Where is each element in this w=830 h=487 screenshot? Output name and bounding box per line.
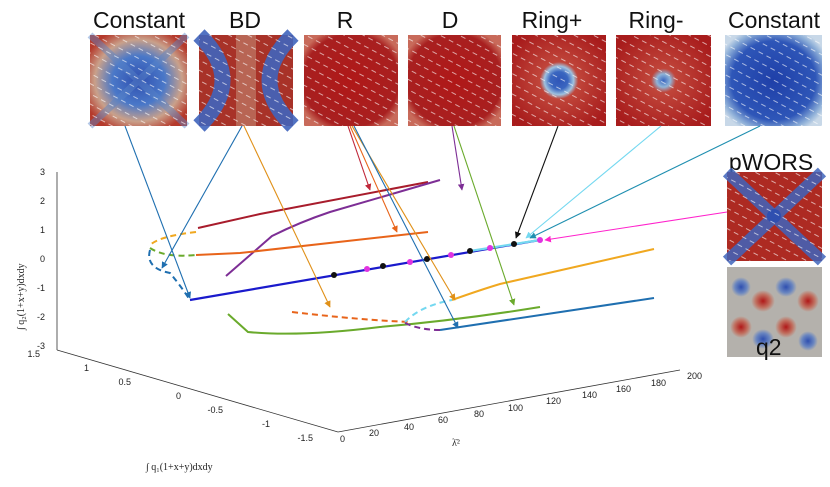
svg-text:140: 140 — [582, 390, 597, 400]
svg-text:40: 40 — [404, 422, 414, 432]
svg-text:-1: -1 — [37, 283, 45, 293]
svg-text:20: 20 — [369, 428, 379, 438]
branch-r — [197, 181, 429, 229]
x-axis-label: λ̄² — [452, 438, 460, 449]
branch-orange-low — [451, 248, 655, 301]
arrow-d-2 — [453, 125, 516, 306]
svg-text:0: 0 — [40, 254, 45, 264]
z-axis-ticks: 3 2 1 0 -1 -2 -3 — [37, 167, 45, 351]
panel-constant-1 — [87, 32, 190, 129]
panel-title-d: D — [442, 7, 459, 33]
panel-title-constant-1: Constant — [93, 7, 186, 33]
svg-text:-1.5: -1.5 — [297, 433, 313, 443]
panel-q2: q2 — [727, 267, 822, 360]
solution-branches — [148, 179, 655, 335]
axes — [56, 172, 681, 433]
branch-dashed-orange-mid — [291, 311, 411, 323]
x-axis-ticks: 0 20 40 60 80 100 120 140 160 180 200 — [340, 371, 702, 444]
svg-text:0.5: 0.5 — [118, 377, 131, 387]
panel-title-constant-2: Constant — [728, 7, 821, 33]
arrow-d-1 — [451, 125, 465, 191]
branch-d — [225, 179, 441, 277]
svg-text:0: 0 — [176, 391, 181, 401]
arrow-bd-2 — [243, 125, 331, 308]
panel-title-ring-minus: Ring- — [629, 7, 684, 33]
arrow-constant-1 — [124, 125, 191, 299]
panel-ring-plus — [512, 35, 606, 126]
y-axis-ticks: 1.5 1 0.5 0 -0.5 -1 -1.5 — [27, 349, 313, 443]
branch-dashed-cyan-mid — [404, 299, 453, 323]
branch-dashed-purple-bottom — [404, 322, 441, 331]
z-axis-label: ∫ q₂(1+x+y)dxdy — [16, 263, 27, 331]
svg-text:3: 3 — [40, 167, 45, 177]
panel-bd — [193, 29, 299, 132]
svg-text:60: 60 — [438, 415, 448, 425]
arrow-pwors — [544, 211, 728, 243]
branch-ring — [195, 231, 429, 256]
branch-blue-low — [439, 297, 655, 331]
branch-green — [227, 306, 541, 335]
svg-text:-0.5: -0.5 — [207, 405, 223, 415]
arrow-r-4 — [353, 125, 459, 329]
svg-text:1: 1 — [84, 363, 89, 373]
bifurcation-points — [331, 237, 543, 278]
svg-text:80: 80 — [474, 409, 484, 419]
svg-text:-1: -1 — [262, 419, 270, 429]
svg-text:1: 1 — [40, 225, 45, 235]
panel-label-q2: q2 — [756, 334, 782, 360]
panel-d — [408, 35, 501, 126]
svg-text:100: 100 — [508, 403, 523, 413]
svg-text:2: 2 — [40, 196, 45, 206]
branch-dashed-orange-left — [149, 231, 197, 246]
panel-title-pwors: pWORS — [729, 149, 813, 175]
panel-title-ring-plus: Ring+ — [522, 7, 583, 33]
arrow-r-2 — [349, 125, 398, 233]
panel-r — [304, 35, 398, 126]
arrow-r-1 — [347, 125, 372, 191]
panel-ring-minus — [616, 35, 711, 126]
svg-text:1.5: 1.5 — [27, 349, 40, 359]
svg-text:-2: -2 — [37, 312, 45, 322]
panel-pwors — [722, 167, 827, 266]
arrow-constant-2 — [529, 125, 761, 239]
branch-dashed-blue-left — [148, 249, 191, 301]
svg-text:160: 160 — [616, 384, 631, 394]
arrow-ring-plus — [514, 125, 559, 239]
arrow-bd-1 — [161, 125, 243, 269]
svg-text:180: 180 — [651, 378, 666, 388]
panel-arrows — [124, 125, 761, 329]
y-axis-label: ∫ q₁(1+x+y)dxdy — [145, 462, 213, 473]
panel-title-bd: BD — [229, 7, 261, 33]
branch-constant-cyan — [469, 238, 541, 253]
svg-text:120: 120 — [546, 396, 561, 406]
arrow-ring-minus — [525, 125, 662, 239]
svg-text:0: 0 — [340, 434, 345, 444]
panel-title-r: R — [337, 7, 354, 33]
svg-text:200: 200 — [687, 371, 702, 381]
panel-constant-2 — [725, 35, 822, 126]
svg-text:-3: -3 — [37, 341, 45, 351]
